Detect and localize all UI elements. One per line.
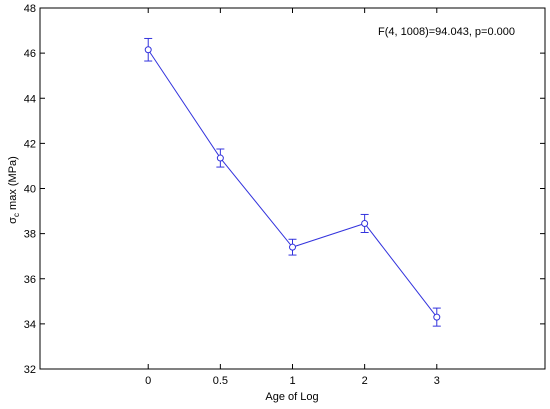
y-axis-title: σc max (MPa) [7,156,21,224]
y-tick-label: 36 [24,274,36,286]
x-tick-label: 3 [434,375,440,387]
data-point [289,243,296,251]
x-tick-label: 1 [289,375,295,387]
x-tick-label: 0 [145,375,151,387]
x-axis-title: Age of Log [265,391,318,403]
y-tick-label: 32 [24,364,36,376]
data-point [433,313,441,321]
data-point [361,219,369,227]
y-tick-label: 40 [24,184,36,196]
series-layer [144,37,441,327]
x-axis: 0 0.5 1 2 3 [145,8,440,387]
y-tick-label: 48 [24,3,36,15]
y-tick-label: 42 [24,138,36,150]
y-tick-label: 44 [24,93,36,105]
y-axis: 32 34 36 38 40 42 44 46 48 [24,3,545,376]
y-tick-label: 46 [24,48,36,60]
data-point [144,46,152,54]
y-tick-label: 34 [24,319,36,331]
y-axis-title-symbol: σ [7,217,19,224]
y-axis-title-subscript: c [12,213,21,217]
x-tick-label: 0.5 [213,375,228,387]
series-line [147,49,438,318]
y-tick-label: 38 [24,229,36,241]
x-tick-label: 2 [362,375,368,387]
annotation-text: F(4, 1008)=94.043, p=0.000 [378,26,515,38]
y-axis-title-text: max (MPa) [7,156,19,213]
plot-frame [39,7,546,370]
data-point [216,154,224,162]
